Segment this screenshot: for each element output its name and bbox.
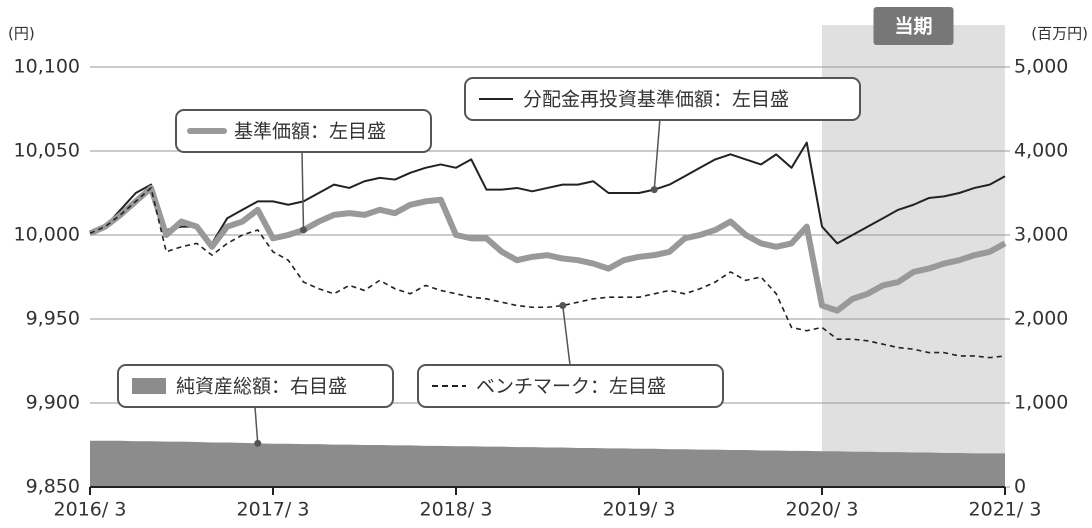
y-tick-label: 9,850	[26, 476, 80, 498]
line	[88, 184, 1007, 314]
x-tick-label: 2017/ 3	[237, 499, 310, 521]
leader-dot	[650, 186, 658, 194]
leader-line	[562, 305, 571, 366]
leader-line	[653, 117, 661, 190]
period-badge	[873, 7, 954, 45]
y2-tick-label: 4,000	[1014, 140, 1068, 162]
line	[89, 187, 1006, 359]
y2-tick-label: 1,000	[1014, 392, 1068, 414]
leader-dot	[559, 302, 567, 310]
x-tick-label: 2018/ 3	[420, 499, 493, 521]
y-tick-label: 9,900	[26, 392, 80, 414]
y2-tick-label: 0	[1014, 476, 1026, 498]
y2-unit: (百万円)	[1031, 25, 1088, 43]
x-tick-label: 2021/ 3	[969, 499, 1042, 521]
legend-box	[117, 364, 394, 408]
y-tick-label: 10,100	[14, 56, 80, 78]
legend-box	[175, 109, 432, 153]
y-tick-label: 10,000	[14, 224, 80, 246]
legend-label: 基準価額：左目盛	[234, 121, 386, 143]
y2-tick-label: 3,000	[1014, 224, 1068, 246]
area	[90, 440, 1005, 487]
y-tick-label: 10,050	[14, 140, 80, 162]
period-label: 当期	[894, 15, 932, 38]
leader-line	[301, 151, 305, 230]
legend-label: 純資産総額：右目盛	[176, 376, 347, 398]
y2-tick-label: 2,000	[1014, 308, 1068, 330]
leader-line	[254, 406, 259, 444]
x-tick-label: 2019/ 3	[603, 499, 676, 521]
legend-label: 分配金再投資基準価額：左目盛	[523, 89, 789, 111]
x-tick-label: 2020/ 3	[786, 499, 859, 521]
y-unit: (円)	[8, 25, 35, 43]
legend-label: ベンチマーク：左目盛	[476, 376, 666, 398]
x-tick-label: 2016/ 3	[54, 499, 127, 521]
line	[89, 141, 1006, 245]
leader-dot	[300, 226, 307, 234]
y-tick-label: 9,950	[26, 308, 80, 330]
leader-dot	[254, 439, 262, 447]
legend-box	[417, 364, 724, 408]
legend-swatch	[132, 378, 166, 394]
legend-box	[464, 77, 861, 121]
y2-tick-label: 5,000	[1014, 56, 1068, 78]
